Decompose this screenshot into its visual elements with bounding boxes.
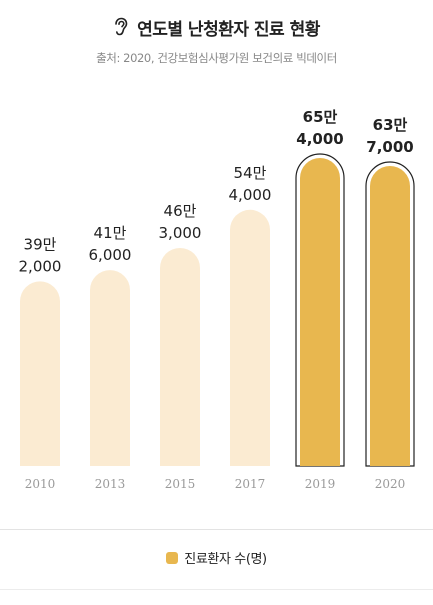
bar-2020 [370, 166, 410, 466]
value-label-2017-1: 54만 [234, 164, 267, 182]
bar-2017 [230, 209, 270, 466]
value-label-2020-2: 7,000 [366, 138, 413, 156]
x-tick-2020: 2020 [375, 477, 406, 491]
value-label-2013-2: 6,000 [89, 246, 132, 264]
bar-2019 [300, 158, 340, 466]
value-label-2017-2: 4,000 [229, 186, 272, 204]
bar-chart: 39만 2,000 2010 41만 6,000 2013 46만 3,000 2015 54만 4… [19, 108, 415, 491]
value-label-2010-2: 2,000 [19, 257, 62, 275]
bar-outline-2020 [365, 161, 415, 467]
x-tick-2015: 2015 [165, 477, 196, 491]
legend: 진료환자 수(명) [0, 548, 433, 567]
legend-label: 진료환자 수(명) [184, 552, 267, 567]
bar-2010 [20, 281, 60, 466]
chart-header: 연도별 난청환자 진료 현황 출처: 2020, 건강보험심사평가원 보건의료 … [0, 14, 433, 66]
x-tick-2013: 2013 [95, 477, 126, 491]
legend-swatch [166, 551, 179, 564]
source-text: 출처: 2020, 건강보험심사평가원 보건의료 빅데이터 [96, 51, 337, 65]
bar-2013 [90, 270, 130, 466]
value-label-2013-1: 41만 [94, 224, 127, 242]
value-label-2015-1: 46만 [164, 202, 197, 220]
x-tick-2017: 2017 [235, 477, 266, 491]
value-label-2015-2: 3,000 [159, 224, 202, 242]
value-label-2010-1: 39만 [24, 235, 57, 253]
value-label-2019-2: 4,000 [296, 130, 343, 148]
x-tick-2010: 2010 [25, 477, 56, 491]
bottom-divider [0, 589, 433, 590]
chart-title: 연도별 난청환자 진료 현황 [137, 19, 320, 40]
divider [0, 529, 433, 530]
ear-icon [113, 17, 129, 37]
bar-2015 [160, 247, 200, 466]
x-tick-2019: 2019 [305, 477, 336, 491]
bar-outline-2019 [295, 153, 345, 467]
value-label-2019-1: 65만 [303, 108, 338, 126]
title-row: 연도별 난청환자 진료 현황 [0, 14, 433, 40]
value-label-2020-1: 63만 [373, 116, 408, 134]
